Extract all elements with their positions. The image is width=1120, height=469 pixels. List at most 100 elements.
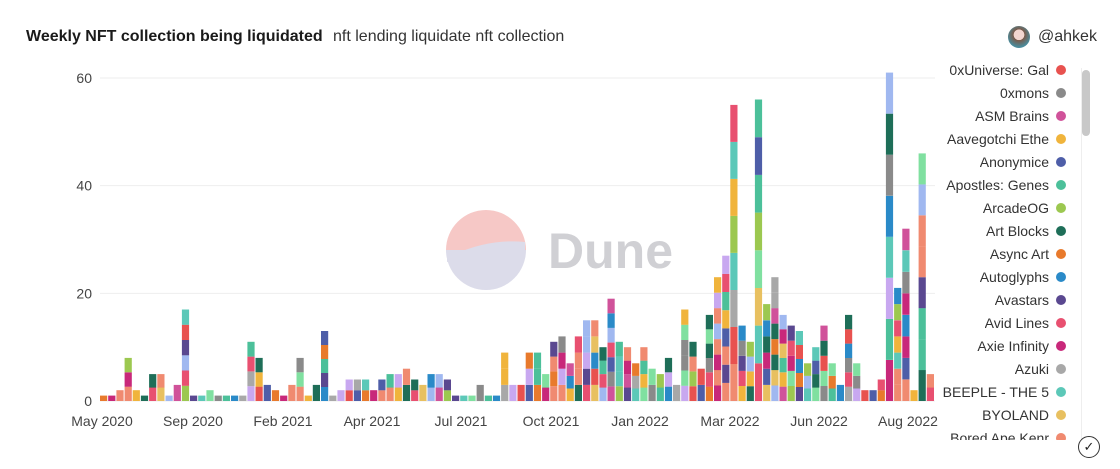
bar-segment — [157, 374, 165, 388]
bar — [337, 390, 345, 401]
bar-segment — [492, 395, 501, 401]
bar — [795, 331, 803, 401]
bar-segment — [820, 385, 828, 401]
legend-scrollbar-thumb[interactable] — [1082, 70, 1090, 136]
bar-segment — [222, 395, 230, 401]
bar-segment — [476, 384, 484, 401]
bar-segment — [247, 371, 255, 387]
legend-color-dot — [1056, 317, 1066, 328]
bar-segment — [280, 395, 288, 401]
bar-segment — [664, 372, 673, 387]
bar-segment — [525, 368, 533, 385]
x-tick-label: Sep 2020 — [163, 413, 223, 429]
legend-item[interactable]: BEEPLE - THE 5 — [920, 380, 1070, 403]
bar-segment — [124, 357, 132, 373]
bar-segment — [754, 99, 763, 138]
legend: 0xUniverse: Gal 0xmons ASM Brains Aavegotch… — [920, 58, 1070, 440]
x-tick-label: Apr 2021 — [344, 413, 401, 429]
bar — [362, 379, 370, 401]
bar-segment — [100, 395, 108, 401]
legend-item[interactable]: Avid Lines — [920, 311, 1070, 334]
legend-item[interactable]: BYOLAND — [920, 403, 1070, 426]
bar-segment — [722, 310, 730, 329]
legend-item[interactable]: Art Blocks — [920, 219, 1070, 242]
bar-segment — [558, 352, 566, 369]
bar-segment — [787, 325, 795, 341]
legend-item[interactable]: ASM Brains — [920, 104, 1070, 127]
bar-segment — [632, 375, 640, 389]
bar-segment — [779, 343, 787, 358]
legend-item[interactable]: 0xUniverse: Gal — [920, 58, 1070, 81]
bar — [419, 384, 427, 401]
legend-item[interactable]: Avastars — [920, 288, 1070, 311]
bar-segment — [730, 253, 738, 290]
bar — [124, 357, 132, 401]
bar-segment — [648, 384, 656, 401]
bar — [304, 395, 312, 401]
bar-segment — [681, 324, 689, 340]
legend-item[interactable]: Apostles: Genes — [920, 173, 1070, 196]
bar-segment — [484, 395, 492, 401]
dune-logo-bottom — [446, 250, 526, 290]
bar-segment — [705, 343, 713, 358]
legend-item[interactable]: Async Art — [920, 242, 1070, 265]
legend-item[interactable]: Axie Infinity — [920, 334, 1070, 357]
bar-segment — [771, 354, 779, 371]
bar-segment — [149, 387, 157, 401]
legend-item[interactable]: Anonymice — [920, 150, 1070, 173]
bar — [386, 374, 394, 401]
legend-label: 0xmons — [999, 84, 1049, 101]
bar — [140, 395, 149, 401]
bar — [926, 374, 934, 401]
legend-item[interactable]: Bored Ape Kenr — [920, 426, 1070, 440]
author-link[interactable]: @ahkek — [1008, 26, 1097, 48]
bar-segment — [321, 359, 329, 373]
bar — [427, 374, 435, 401]
bar-segment — [730, 327, 738, 364]
bar-segment — [722, 364, 730, 383]
bar — [280, 395, 288, 401]
bar-segment — [558, 384, 566, 401]
bar — [894, 287, 902, 401]
bar — [730, 104, 738, 401]
legend-item[interactable]: Aavegotchi Ethe — [920, 127, 1070, 150]
bar-segment — [247, 386, 255, 401]
bar-segment — [902, 379, 910, 401]
bar — [640, 347, 648, 401]
bar — [108, 395, 116, 401]
bar-segment — [525, 352, 533, 369]
bar-segment — [181, 309, 190, 325]
bar-segment — [902, 336, 910, 358]
bar-segment — [795, 387, 803, 401]
x-tick-label: Jan 2022 — [611, 413, 669, 429]
bar-segment — [607, 298, 615, 314]
bar-segment — [845, 357, 853, 373]
legend-item[interactable]: Autoglyphs — [920, 265, 1070, 288]
legend-color-dot — [1056, 271, 1066, 282]
bar-segment — [353, 390, 361, 401]
bar-segment — [714, 323, 722, 340]
bar-segment — [321, 345, 329, 359]
bar-segment — [550, 356, 558, 372]
bar — [533, 352, 542, 401]
bar-segment — [894, 384, 902, 401]
bar-segment — [255, 372, 263, 387]
bar-segment — [869, 390, 877, 401]
legend-scrollbar-track[interactable] — [1081, 68, 1092, 440]
legend-item[interactable]: ArcadeOG — [920, 196, 1070, 219]
bar-segment — [730, 364, 738, 401]
bar-segment — [779, 329, 787, 344]
bar-segment — [722, 255, 730, 274]
bar — [705, 314, 713, 401]
legend-item[interactable]: 0xmons — [920, 81, 1070, 104]
x-tick-label: Feb 2021 — [253, 413, 312, 429]
bar-segment — [394, 374, 402, 388]
bar-segment — [583, 320, 591, 337]
bar-segment — [722, 346, 730, 365]
legend-item[interactable]: Azuki — [920, 357, 1070, 380]
bar-segment — [402, 384, 411, 401]
bar — [664, 357, 673, 401]
bar-segment — [550, 341, 558, 357]
bar — [402, 368, 411, 401]
check-icon[interactable]: ✓ — [1078, 436, 1100, 458]
